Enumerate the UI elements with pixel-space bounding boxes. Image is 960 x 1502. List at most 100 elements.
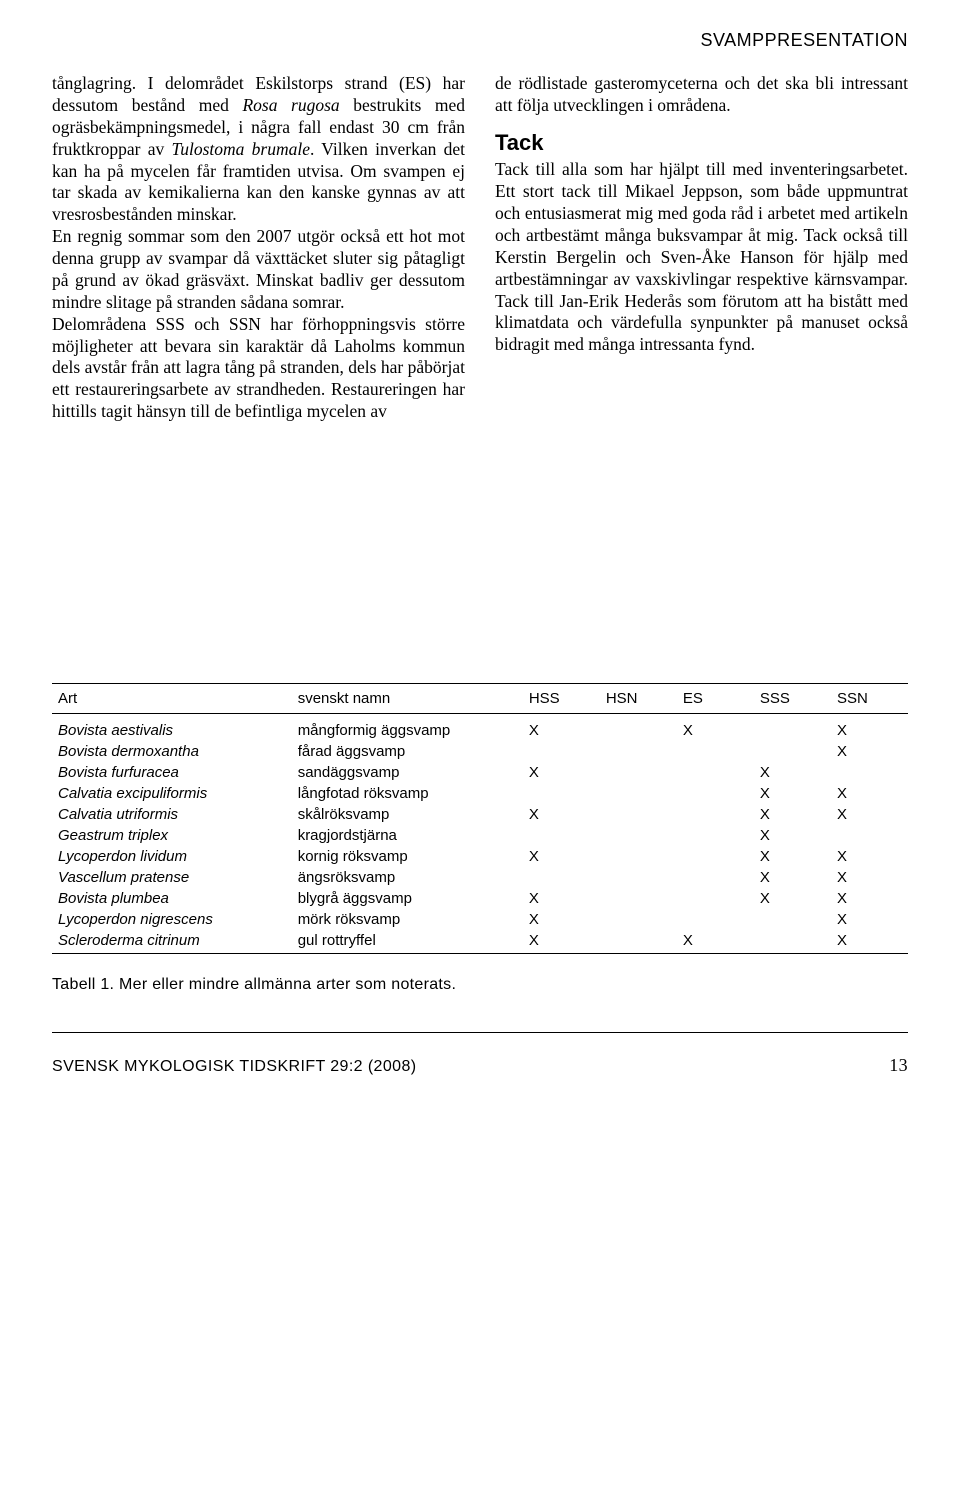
cell-swname: sandäggsvamp bbox=[292, 762, 523, 783]
cell-mark bbox=[600, 909, 677, 930]
cell-mark: X bbox=[754, 783, 831, 804]
cell-mark: X bbox=[523, 930, 600, 954]
cell-mark bbox=[754, 714, 831, 742]
cell-mark: X bbox=[523, 714, 600, 742]
cell-mark: X bbox=[523, 888, 600, 909]
col-es: ES bbox=[677, 684, 754, 714]
cell-swname: mörk röksvamp bbox=[292, 909, 523, 930]
cell-mark: X bbox=[831, 867, 908, 888]
cell-mark bbox=[677, 741, 754, 762]
cell-mark: X bbox=[677, 930, 754, 954]
table-row: Scleroderma citrinumgul rottryffelXXX bbox=[52, 930, 908, 954]
page-footer: SVENSK MYKOLOGISK TIDSKRIFT 29:2 (2008) … bbox=[52, 1055, 908, 1076]
cell-mark bbox=[600, 867, 677, 888]
col-hsn: HSN bbox=[600, 684, 677, 714]
col-sss: SSS bbox=[754, 684, 831, 714]
cell-mark: X bbox=[754, 762, 831, 783]
cell-mark bbox=[600, 804, 677, 825]
cell-species: Scleroderma citrinum bbox=[52, 930, 292, 954]
cell-mark: X bbox=[831, 930, 908, 954]
table-row: Geastrum triplexkragjordstjärna X bbox=[52, 825, 908, 846]
table-row: Calvatia utriformisskålröksvampXXX bbox=[52, 804, 908, 825]
table-row: Lycoperdon lividumkornig röksvampXXX bbox=[52, 846, 908, 867]
table-row: Bovista furfuraceasandäggsvampXX bbox=[52, 762, 908, 783]
cell-swname: mångformig äggsvamp bbox=[292, 714, 523, 742]
cell-mark: X bbox=[523, 846, 600, 867]
cell-swname: ängsröksvamp bbox=[292, 867, 523, 888]
cell-mark bbox=[754, 930, 831, 954]
cell-swname: skålröksvamp bbox=[292, 804, 523, 825]
table-row: Lycoperdon nigrescensmörk röksvampXX bbox=[52, 909, 908, 930]
cell-mark bbox=[600, 825, 677, 846]
table-row: Bovista aestivalismångformig äggsvampXXX bbox=[52, 714, 908, 742]
section-header: SVAMPPRESENTATION bbox=[52, 30, 908, 51]
footer-rule bbox=[52, 1032, 908, 1033]
cell-swname: gul rottryffel bbox=[292, 930, 523, 954]
right-paragraph-1: de rödlistade gasteromyceterna och det s… bbox=[495, 73, 908, 117]
cell-swname: kragjordstjärna bbox=[292, 825, 523, 846]
left-paragraph-3: Delområdena SSS och SSN har förhoppnings… bbox=[52, 314, 465, 423]
cell-swname: kornig röksvamp bbox=[292, 846, 523, 867]
cell-mark bbox=[600, 783, 677, 804]
species-table: Art svenskt namn HSS HSN ES SSS SSN Bovi… bbox=[52, 683, 908, 954]
cell-mark: X bbox=[831, 804, 908, 825]
cell-mark: X bbox=[754, 825, 831, 846]
right-column: de rödlistade gasteromyceterna och det s… bbox=[495, 73, 908, 423]
cell-mark: X bbox=[831, 714, 908, 742]
italic-species: Tulostoma brumale bbox=[171, 139, 310, 159]
cell-mark bbox=[677, 825, 754, 846]
cell-mark bbox=[677, 804, 754, 825]
cell-mark: X bbox=[831, 888, 908, 909]
cell-mark bbox=[677, 846, 754, 867]
col-art: Art bbox=[52, 684, 292, 714]
cell-mark bbox=[600, 762, 677, 783]
cell-mark: X bbox=[523, 909, 600, 930]
cell-mark bbox=[754, 909, 831, 930]
left-column: tånglagring. I delområdet Eskilstorps st… bbox=[52, 73, 465, 423]
cell-mark: X bbox=[677, 714, 754, 742]
cell-mark: X bbox=[831, 741, 908, 762]
table-row: Vascellum pratenseängsröksvampXX bbox=[52, 867, 908, 888]
cell-swname: blygrå äggsvamp bbox=[292, 888, 523, 909]
cell-mark bbox=[677, 888, 754, 909]
cell-species: Calvatia utriformis bbox=[52, 804, 292, 825]
right-paragraph-2: Tack till alla som har hjälpt till med i… bbox=[495, 159, 908, 356]
page-number: 13 bbox=[889, 1055, 908, 1076]
cell-species: Lycoperdon nigrescens bbox=[52, 909, 292, 930]
two-column-body: tånglagring. I delområdet Eskilstorps st… bbox=[52, 73, 908, 423]
cell-mark bbox=[600, 846, 677, 867]
left-paragraph-2: En regnig sommar som den 2007 utgör ocks… bbox=[52, 226, 465, 314]
table-row: Bovista dermoxanthafårad äggsvampX bbox=[52, 741, 908, 762]
cell-mark bbox=[523, 867, 600, 888]
cell-mark: X bbox=[523, 762, 600, 783]
journal-reference: SVENSK MYKOLOGISK TIDSKRIFT 29:2 (2008) bbox=[52, 1058, 416, 1076]
cell-mark bbox=[831, 825, 908, 846]
cell-mark bbox=[600, 930, 677, 954]
cell-mark bbox=[523, 783, 600, 804]
cell-mark: X bbox=[754, 804, 831, 825]
cell-species: Bovista furfuracea bbox=[52, 762, 292, 783]
cell-species: Vascellum pratense bbox=[52, 867, 292, 888]
col-hss: HSS bbox=[523, 684, 600, 714]
cell-mark bbox=[523, 825, 600, 846]
cell-species: Geastrum triplex bbox=[52, 825, 292, 846]
cell-mark: X bbox=[523, 804, 600, 825]
cell-species: Bovista dermoxantha bbox=[52, 741, 292, 762]
cell-mark: X bbox=[831, 909, 908, 930]
cell-mark bbox=[831, 762, 908, 783]
species-table-wrap: Art svenskt namn HSS HSN ES SSS SSN Bovi… bbox=[52, 683, 908, 954]
italic-species: Rosa rugosa bbox=[242, 95, 339, 115]
table-caption: Tabell 1. Mer eller mindre allmänna arte… bbox=[52, 976, 908, 994]
col-svenskt-namn: svenskt namn bbox=[292, 684, 523, 714]
cell-mark bbox=[677, 909, 754, 930]
cell-mark bbox=[677, 867, 754, 888]
col-ssn: SSN bbox=[831, 684, 908, 714]
cell-mark bbox=[600, 741, 677, 762]
table-row: Bovista plumbeablygrå äggsvampXXX bbox=[52, 888, 908, 909]
cell-mark bbox=[677, 762, 754, 783]
left-paragraph-1: tånglagring. I delområdet Eskilstorps st… bbox=[52, 73, 465, 226]
cell-mark bbox=[523, 741, 600, 762]
cell-mark: X bbox=[754, 888, 831, 909]
cell-mark bbox=[600, 714, 677, 742]
cell-species: Bovista plumbea bbox=[52, 888, 292, 909]
